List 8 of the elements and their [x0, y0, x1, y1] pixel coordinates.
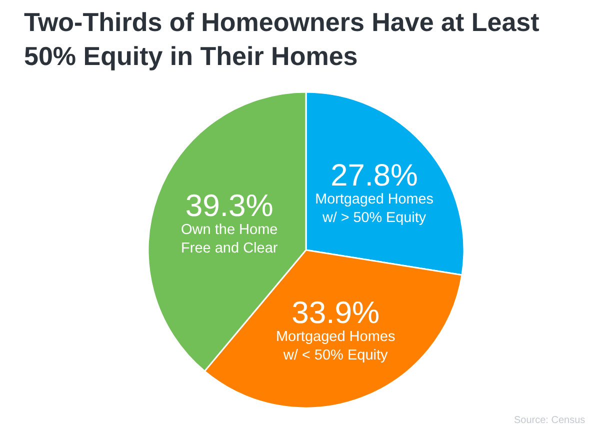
source-note: Source: Census — [514, 415, 586, 426]
slice-label: Own the Home Free and Clear — [181, 222, 278, 256]
slice-label: Mortgaged Homes w/ > 50% Equity — [315, 192, 434, 226]
slice-label: Mortgaged Homes w/ < 50% Equity — [276, 329, 396, 364]
chart-title: Two-Thirds of Homeowners Have at Least 50% Equity in Their Homes — [24, 7, 540, 71]
data-label: 27.8% — [330, 158, 418, 193]
data-label: 33.9% — [292, 294, 380, 330]
data-label: 39.3% — [185, 188, 274, 223]
